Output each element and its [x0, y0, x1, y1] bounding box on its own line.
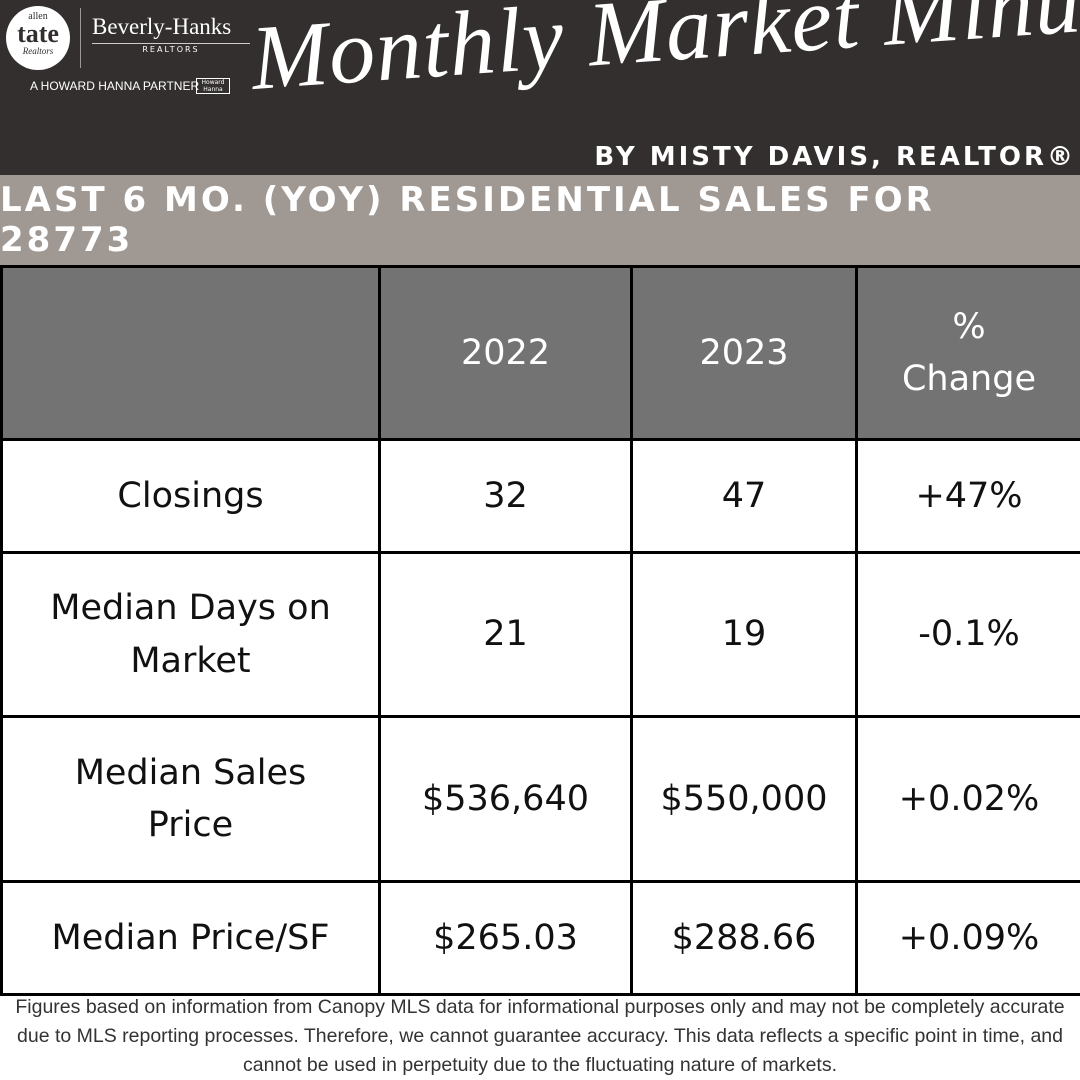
logo: allen tate Realtors [6, 6, 70, 70]
header-row: 2022 2023 % Change [0, 265, 1080, 441]
divider [80, 8, 81, 68]
header-cell [0, 265, 381, 441]
cell: -0.1% [855, 551, 1080, 718]
header-cell: 2022 [378, 265, 633, 441]
header: allen tate Realtors Beverly-Hanks REALTO… [0, 0, 1080, 175]
cell: +47% [855, 438, 1080, 554]
brand: Beverly-Hanks [92, 14, 232, 39]
byline: BY MISTY DAVIS, REALTOR® [594, 142, 1076, 172]
header-text: % Change [901, 306, 1036, 400]
table-row: Median Sales Price $536,640 $550,000 +0.02% [0, 715, 1080, 883]
partner-logo: Howard Hanna [196, 78, 230, 94]
cell: 47 [630, 438, 858, 554]
table-row: Median Price/SF $265.03 $288.66 +0.09% [0, 880, 1080, 996]
cell: $288.66 [630, 880, 858, 996]
row-label: Median Days on Market [0, 551, 381, 718]
cell: 21 [378, 551, 633, 718]
cell: $536,640 [378, 715, 633, 883]
cell: $265.03 [378, 880, 633, 996]
cell: +0.02% [855, 715, 1080, 883]
cell: $550,000 [630, 715, 858, 883]
data-table: 2022 2023 % Change Closings 32 47 +47% Media… [0, 265, 1080, 996]
row-label: Median Sales Price [0, 715, 381, 883]
logo-sub: Realtors [22, 46, 54, 56]
logo-main: tate [17, 19, 59, 48]
row-label: Closings [0, 438, 381, 554]
table-row: Median Days on Market 21 19 -0.1% [0, 551, 1080, 718]
table-row: Closings 32 47 +47% [0, 438, 1080, 554]
title: Monthly Market Minute [247, 0, 1080, 110]
logo-top: allen [28, 11, 48, 22]
cell: 32 [378, 438, 633, 554]
banner: LAST 6 MO. (YOY) RESIDENTIAL SALES FOR 2… [0, 175, 1080, 265]
brand-sub: REALTORS [92, 43, 250, 54]
footnote: Figures based on information from Canopy… [15, 996, 1065, 1076]
cell: +0.09% [855, 880, 1080, 996]
header-cell: 2023 [630, 265, 858, 441]
cell: 19 [630, 551, 858, 718]
partner: A HOWARD HANNA PARTNER [30, 79, 200, 93]
row-label: Median Price/SF [0, 880, 381, 996]
header-cell: % Change [855, 265, 1080, 441]
